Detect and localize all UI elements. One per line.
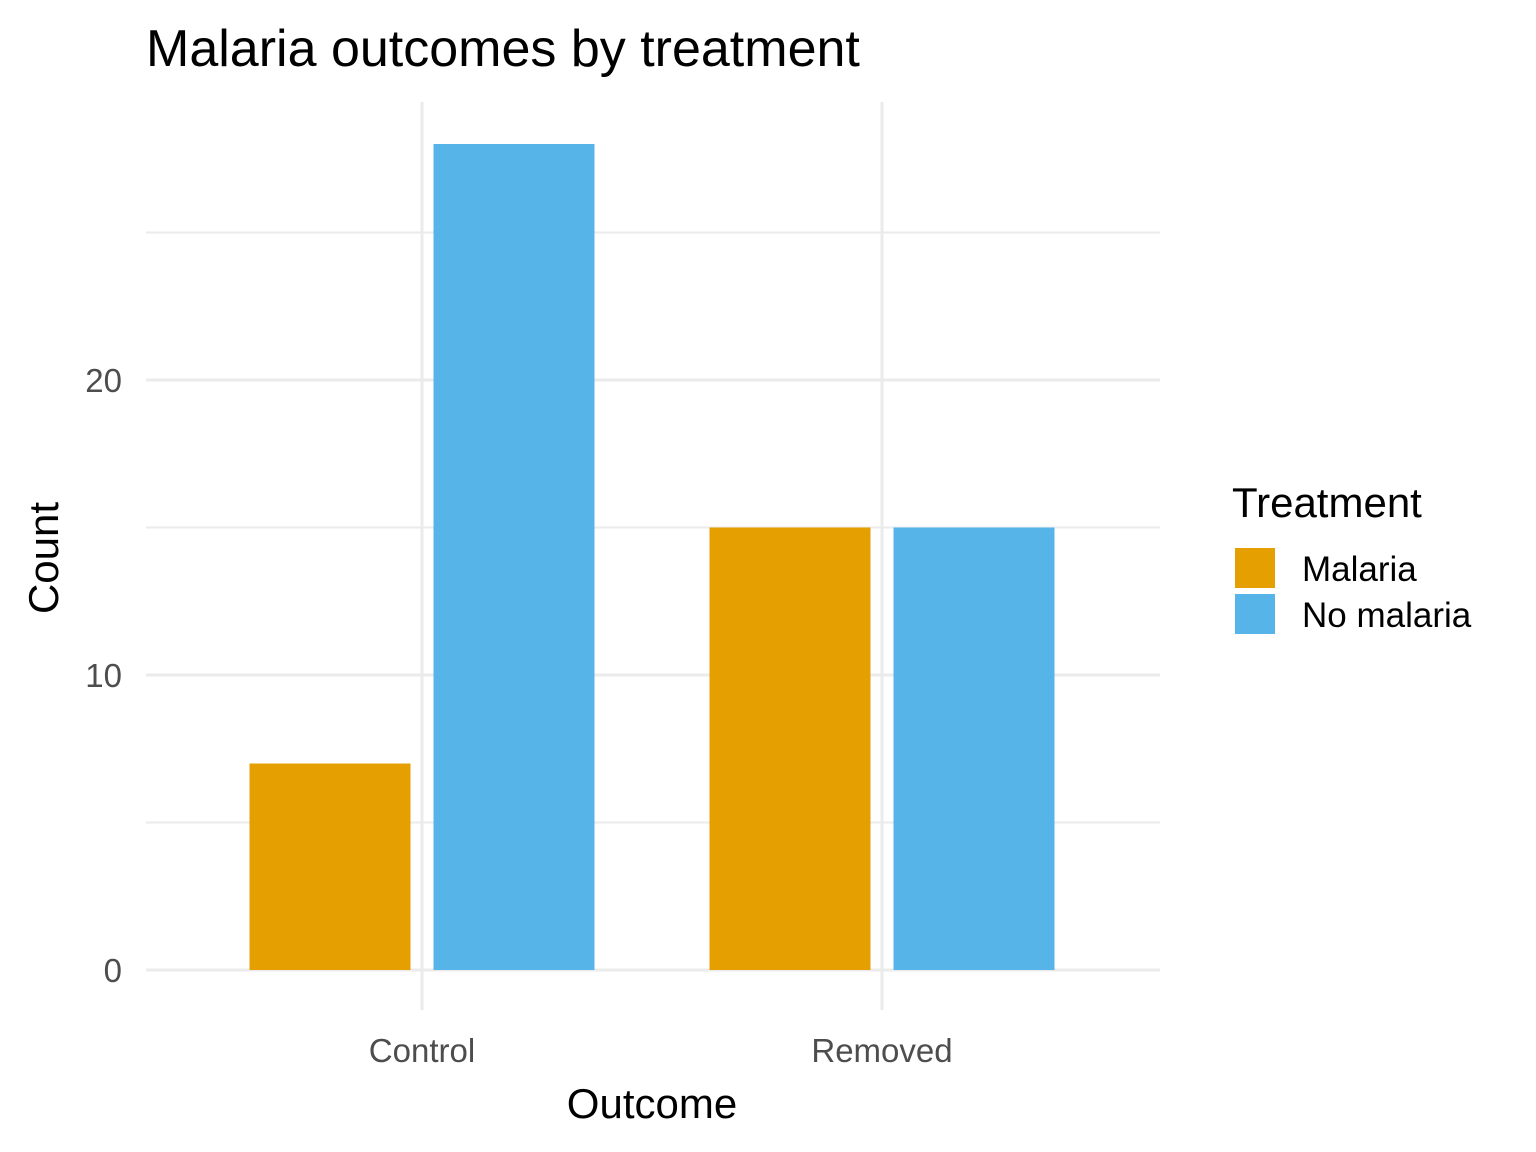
legend-title: Treatment	[1232, 479, 1422, 526]
bar-malaria-control	[249, 763, 411, 970]
y-axis-ticks: 0 10 20	[85, 362, 122, 989]
y-tick-label: 0	[104, 952, 122, 989]
x-axis-title: Outcome	[567, 1080, 737, 1127]
y-tick-label: 20	[85, 362, 122, 399]
legend-label: Malaria	[1302, 550, 1417, 589]
x-axis-ticks: Control Removed	[369, 1032, 953, 1069]
chart-title: Malaria outcomes by treatment	[146, 20, 860, 78]
legend: Treatment Malaria No malaria	[1232, 479, 1472, 635]
x-tick-label: Control	[369, 1032, 475, 1069]
legend-label: No malaria	[1302, 596, 1472, 635]
legend-swatch	[1235, 594, 1275, 634]
y-tick-label: 10	[85, 657, 122, 694]
x-tick-label: Removed	[811, 1032, 952, 1069]
bar-no-malaria-removed	[893, 527, 1055, 970]
bar-malaria-removed	[709, 527, 871, 970]
legend-swatch	[1235, 548, 1275, 588]
y-axis-title: Count	[20, 502, 67, 614]
bar-no-malaria-control	[433, 144, 595, 970]
bars	[249, 144, 1055, 970]
